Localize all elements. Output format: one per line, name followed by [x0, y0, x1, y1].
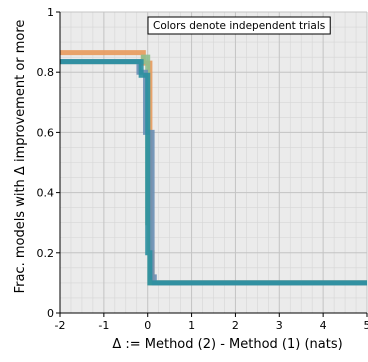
- grid: [60, 12, 367, 313]
- x-tick-label: -1: [98, 319, 109, 332]
- y-tick-label: 0.2: [37, 247, 55, 260]
- x-tick-label: -2: [55, 319, 66, 332]
- y-tick-label: 0.6: [37, 126, 55, 139]
- x-axis-label: Δ := Method (2) - Method (1) (nats): [112, 337, 342, 352]
- y-tick-label: 0.4: [37, 187, 55, 200]
- y-tick-label: 0.8: [37, 66, 55, 79]
- y-tick-label: 1: [47, 6, 54, 19]
- x-tick-label: 2: [232, 319, 239, 332]
- annotation: Colors denote independent trials: [148, 17, 330, 34]
- x-tick-label: 1: [188, 319, 195, 332]
- annotation-text: Colors denote independent trials: [153, 20, 325, 32]
- y-tick-label: 0: [47, 307, 54, 320]
- y-axis-label: Frac. models with Δ improvement or more: [13, 20, 28, 294]
- x-tick-label: 4: [320, 319, 327, 332]
- x-tick-label: 3: [276, 319, 283, 332]
- x-tick-label: 5: [364, 319, 368, 332]
- x-tick-label: 0: [144, 319, 151, 332]
